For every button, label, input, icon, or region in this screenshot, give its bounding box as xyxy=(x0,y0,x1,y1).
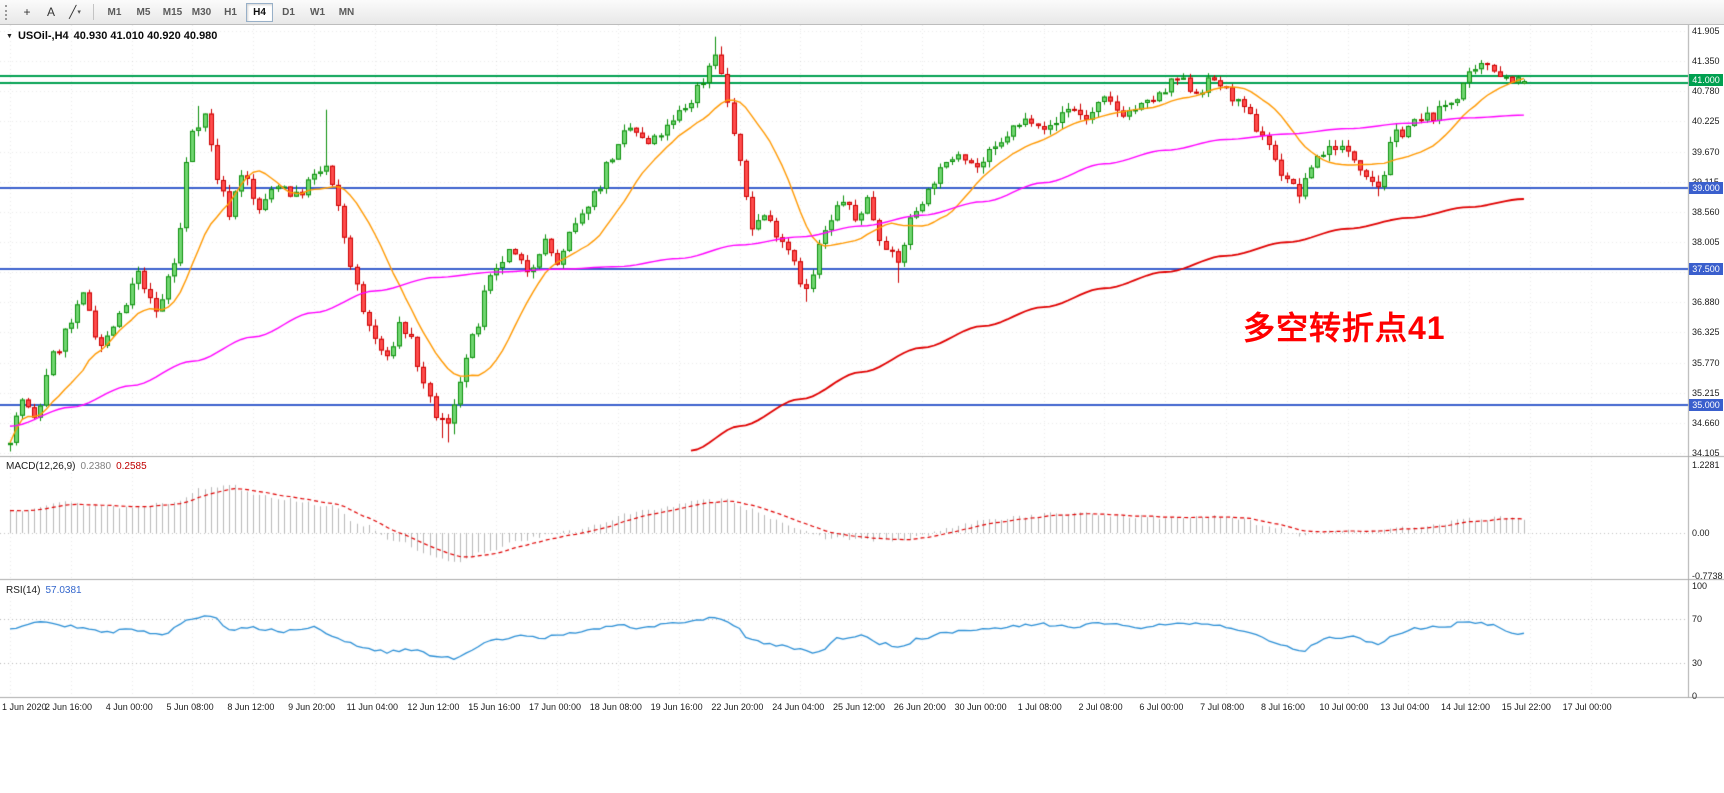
price-tick-label: 40.780 xyxy=(1692,86,1720,97)
macd-tick-label: -0.7738 xyxy=(1692,570,1723,581)
price-tick-label: 41.905 xyxy=(1692,26,1720,36)
time-axis-label: 26 Jun 20:00 xyxy=(893,702,946,712)
time-axis-label: 25 Jun 12:00 xyxy=(833,702,886,712)
symbol-period-label: USOil-,H4 xyxy=(17,30,69,42)
tool-button-group: + A ╱ ▾ xyxy=(15,2,87,22)
draw-line-icon: ╱ xyxy=(69,5,77,19)
time-axis-label: 8 Jun 12:00 xyxy=(227,702,275,712)
price-tick-label: 36.325 xyxy=(1692,327,1720,338)
rsi-value: 57.0381 xyxy=(45,585,82,596)
timeframe-button-m15[interactable]: M15 xyxy=(162,6,183,18)
macd-name: MACD(12,26,9) xyxy=(6,461,76,472)
price-tick-label: 34.105 xyxy=(1692,448,1720,458)
rsi-indicator-label: RSI(14) 57.0381 xyxy=(6,585,82,596)
time-axis-label: 17 Jul 00:00 xyxy=(1562,702,1612,712)
toolbar: + A ╱ ▾ M1 M5 M15 M30 H1 H4 D1 W1 MN xyxy=(0,0,1724,25)
time-axis-label: 1 Jul 08:00 xyxy=(1017,702,1062,712)
time-axis-label: 11 Jun 04:00 xyxy=(346,702,398,712)
time-axis-label: 8 Jul 16:00 xyxy=(1260,702,1305,712)
macd-tick-label: 1.2281 xyxy=(1692,459,1720,470)
macd-tick-label: 0.00 xyxy=(1692,528,1710,538)
dropdown-caret-icon: ▾ xyxy=(77,9,81,16)
time-axis-label: 4 Jun 00:00 xyxy=(105,702,153,712)
macd-histogram-value: 0.2380 xyxy=(80,461,112,472)
time-axis-label: 5 Jun 08:00 xyxy=(166,702,214,712)
toolbar-grip[interactable] xyxy=(5,4,10,20)
macd-indicator-label: MACD(12,26,9) 0.2380 0.2585 xyxy=(6,461,147,472)
time-axis-label: 18 Jun 08:00 xyxy=(589,702,642,712)
timeframe-button-h4[interactable]: H4 xyxy=(246,2,273,22)
rsi-tick-label: 0 xyxy=(1692,691,1698,701)
time-axis-label: 2 Jun 16:00 xyxy=(44,702,92,712)
price-tick-label: 36.880 xyxy=(1692,297,1720,308)
time-axis-label: 17 Jun 00:00 xyxy=(529,702,582,712)
price-badge: 37.500 xyxy=(1689,263,1723,276)
timeframe-button-d1[interactable]: D1 xyxy=(282,6,295,18)
price-badge: 41.000 xyxy=(1689,73,1723,86)
timeframe-button-m5[interactable]: M5 xyxy=(136,6,151,18)
timeframe-button-h1[interactable]: H1 xyxy=(224,6,237,18)
time-axis-label: 22 Jun 20:00 xyxy=(711,702,764,712)
price-chart-canvas[interactable] xyxy=(0,25,1724,793)
timeframe-button-m1[interactable]: M1 xyxy=(107,6,122,18)
text-label-icon: A xyxy=(46,5,55,19)
price-tick-label: 39.115 xyxy=(1692,177,1719,187)
draw-line-button[interactable]: ╱ ▾ xyxy=(64,2,86,22)
price-tick-label: 34.660 xyxy=(1692,417,1720,428)
rsi-tick-label: 100 xyxy=(1692,581,1708,591)
rsi-tick-label: 70 xyxy=(1692,614,1703,624)
price-tick-label: 35.770 xyxy=(1692,357,1720,368)
chart-dropdown-icon[interactable]: ▼ xyxy=(6,32,13,40)
time-axis-label: 6 Jul 00:00 xyxy=(1139,702,1184,712)
time-axis-label: 15 Jun 16:00 xyxy=(468,702,521,712)
price-badge: 35.000 xyxy=(1689,398,1723,411)
crosshair-button[interactable]: + xyxy=(16,2,38,22)
rsi-tick-label: 30 xyxy=(1692,658,1703,668)
price-badge: 39.000 xyxy=(1689,182,1723,195)
crosshair-icon: + xyxy=(23,5,31,19)
price-tick-label: 41.350 xyxy=(1692,56,1720,67)
chart-title: ▼ USOil-,H4 40.930 41.010 40.920 40.980 xyxy=(6,30,217,42)
timeframe-button-mn[interactable]: MN xyxy=(338,6,355,18)
time-axis-label: 14 Jul 12:00 xyxy=(1441,702,1491,712)
time-axis-label: 15 Jul 22:00 xyxy=(1501,702,1551,712)
timeframe-button-group: M1 M5 M15 M30 H1 H4 D1 W1 MN xyxy=(100,2,361,22)
time-axis-label: 13 Jul 04:00 xyxy=(1380,702,1430,712)
chart-annotation-text: 多空转折点41 xyxy=(1243,310,1446,346)
price-tick-label: 40.225 xyxy=(1692,116,1720,127)
time-axis-label: 7 Jul 08:00 xyxy=(1200,702,1245,712)
time-axis-label: 12 Jun 12:00 xyxy=(407,702,460,712)
text-label-button[interactable]: A xyxy=(40,2,62,22)
toolbar-separator xyxy=(93,4,94,20)
timeframe-button-m30[interactable]: M30 xyxy=(191,6,212,18)
rsi-name: RSI(14) xyxy=(6,585,41,596)
time-axis-label: 24 Jun 04:00 xyxy=(772,702,825,712)
price-tick-label: 35.215 xyxy=(1692,387,1720,398)
time-axis-label: 10 Jul 00:00 xyxy=(1319,702,1369,712)
time-axis-label: 1 Jun 2020 xyxy=(2,702,47,712)
time-axis-label: 19 Jun 16:00 xyxy=(650,702,703,712)
time-axis-label: 30 Jun 00:00 xyxy=(954,702,1007,712)
ohlc-values: 40.930 41.010 40.920 40.980 xyxy=(73,30,218,42)
price-tick-label: 39.670 xyxy=(1692,146,1720,157)
time-axis-label: 2 Jul 08:00 xyxy=(1078,702,1123,712)
time-axis-label: 9 Jun 20:00 xyxy=(288,702,336,712)
macd-signal-value: 0.2585 xyxy=(116,461,147,472)
price-tick-label: 38.005 xyxy=(1692,237,1720,247)
timeframe-button-w1[interactable]: W1 xyxy=(310,6,325,18)
price-tick-label: 38.560 xyxy=(1692,206,1720,217)
